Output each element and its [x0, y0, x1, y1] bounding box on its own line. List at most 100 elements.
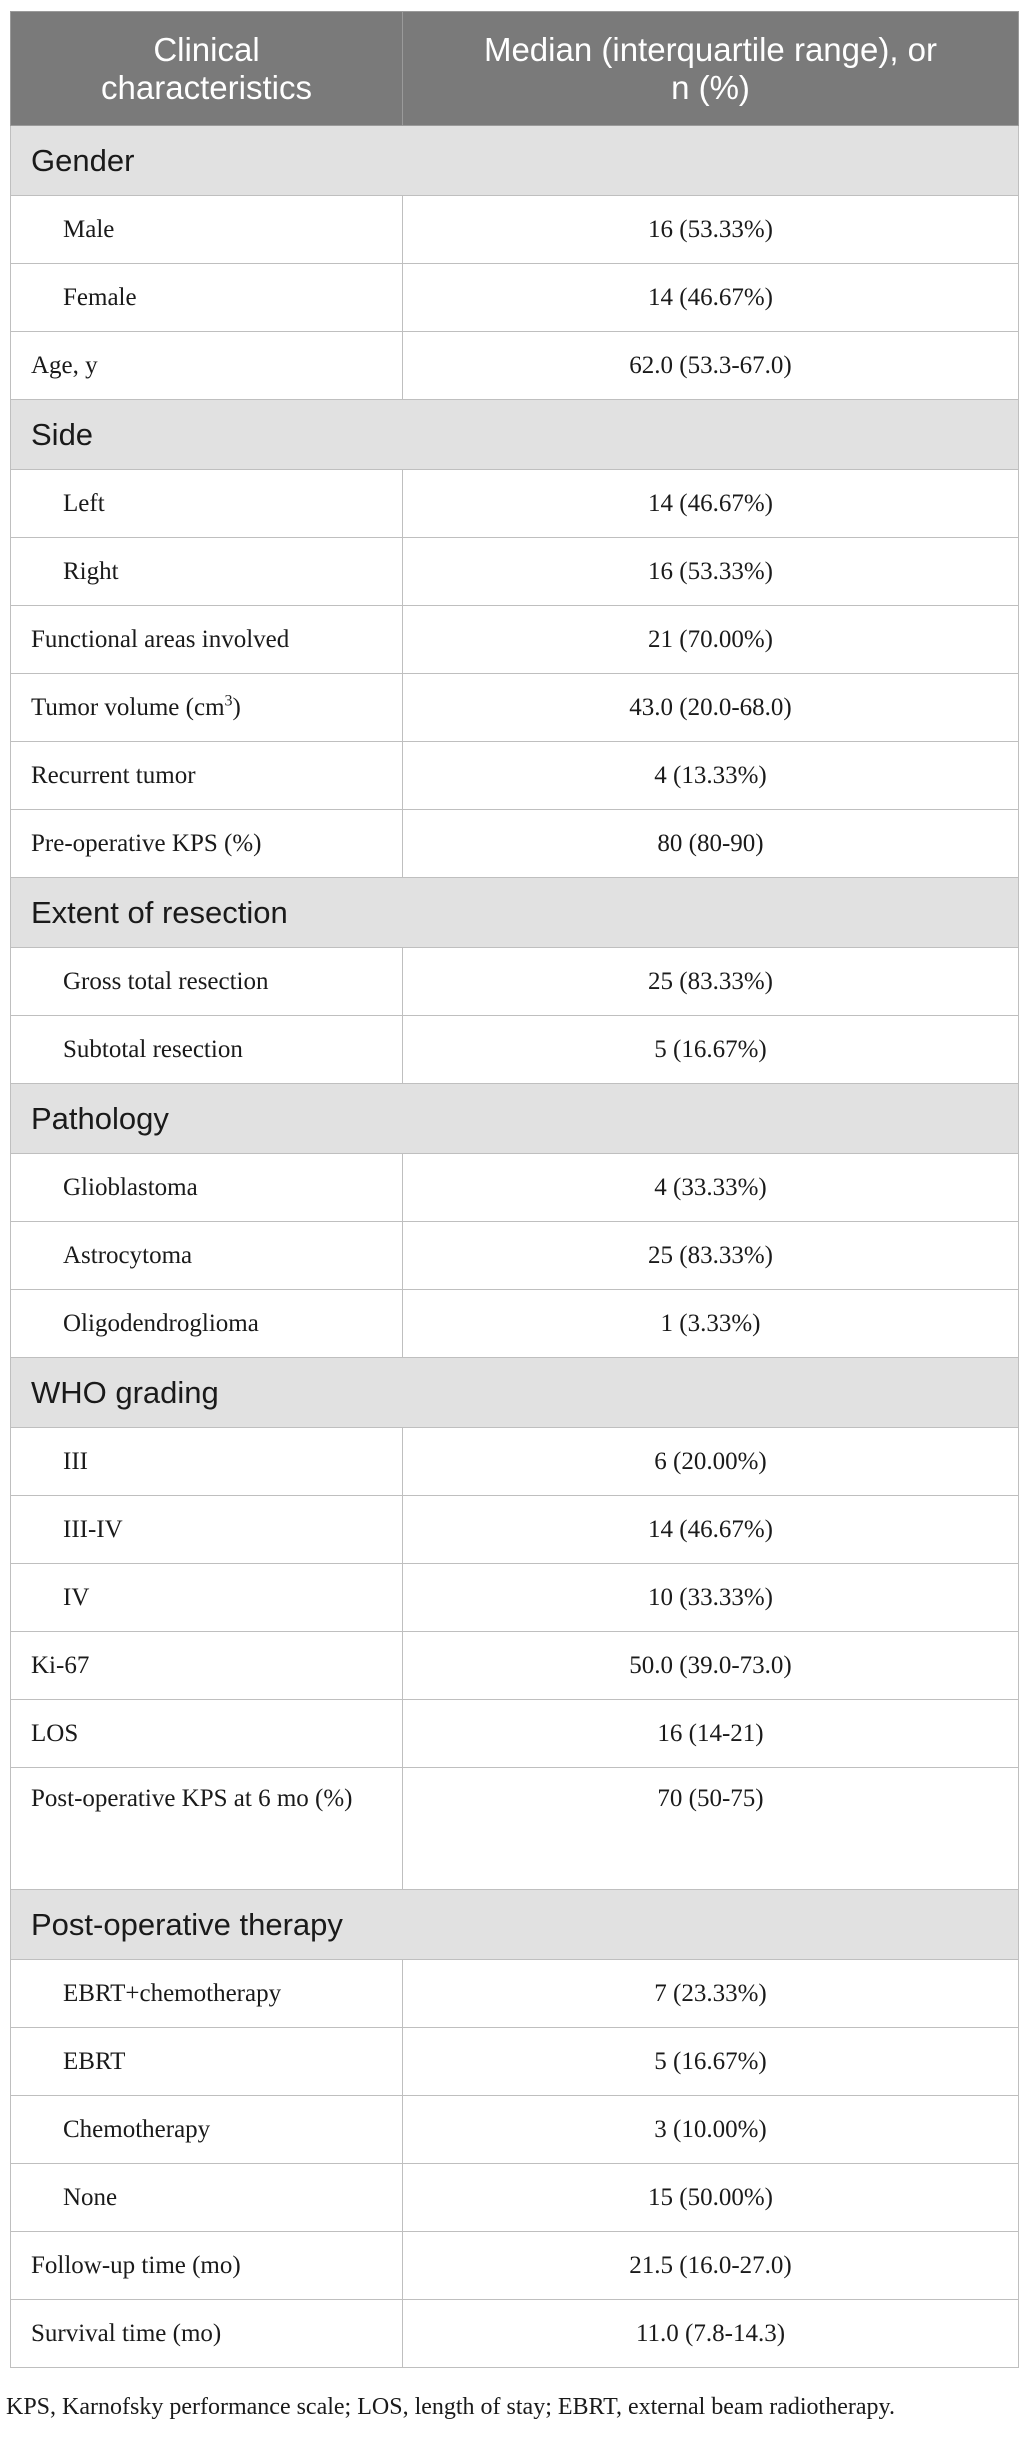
table-row: Astrocytoma 25 (83.33%): [10, 1221, 1019, 1290]
row-label-superscript: 3: [224, 692, 233, 710]
table-row: Functional areas involved 21 (70.00%): [10, 605, 1019, 674]
row-label: Survival time (mo): [10, 2299, 403, 2368]
row-value: 15 (50.00%): [402, 2163, 1019, 2232]
row-label: Post-operative KPS at 6 mo (%): [10, 1767, 403, 1890]
row-label-suffix: ): [232, 693, 241, 721]
table-row: Gross total resection 25 (83.33%): [10, 947, 1019, 1016]
section-row: Pathology: [10, 1083, 1019, 1154]
table-row: Chemotherapy 3 (10.00%): [10, 2095, 1019, 2164]
row-value: 3 (10.00%): [402, 2095, 1019, 2164]
table-row: Female 14 (46.67%): [10, 263, 1019, 332]
section-row: Post-operative therapy: [10, 1889, 1019, 1960]
row-label: Follow-up time (mo): [10, 2231, 403, 2300]
table-row: EBRT+chemotherapy 7 (23.33%): [10, 1959, 1019, 2028]
row-value: 14 (46.67%): [402, 469, 1019, 538]
table-row: LOS 16 (14-21): [10, 1699, 1019, 1768]
header-median-iqr: Median (interquartile range), or n (%): [402, 11, 1019, 126]
table-row: Oligodendroglioma 1 (3.33%): [10, 1289, 1019, 1358]
row-value: 16 (53.33%): [402, 537, 1019, 606]
row-value: 11.0 (7.8-14.3): [402, 2299, 1019, 2368]
row-label: IV: [10, 1563, 403, 1632]
row-label: III-IV: [10, 1495, 403, 1564]
row-label: Male: [10, 195, 403, 264]
row-label: Female: [10, 263, 403, 332]
table-row: Left 14 (46.67%): [10, 469, 1019, 538]
header-col1-line2: characteristics: [101, 68, 312, 106]
section-row: Gender: [10, 125, 1019, 196]
row-value: 25 (83.33%): [402, 947, 1019, 1016]
table-row: Survival time (mo) 11.0 (7.8-14.3): [10, 2299, 1019, 2368]
row-label: Ki-67: [10, 1631, 403, 1700]
table-row: Pre-operative KPS (%) 80 (80-90): [10, 809, 1019, 878]
row-value: 16 (53.33%): [402, 195, 1019, 264]
row-label: Pre-operative KPS (%): [10, 809, 403, 878]
row-value: 21.5 (16.0-27.0): [402, 2231, 1019, 2300]
table-header: Clinical characteristics Median (interqu…: [10, 11, 1019, 126]
header-row: Clinical characteristics Median (interqu…: [10, 11, 1019, 126]
clinical-characteristics-table-container: Clinical characteristics Median (interqu…: [10, 11, 1019, 2368]
table-row: Right 16 (53.33%): [10, 537, 1019, 606]
table-row: Age, y 62.0 (53.3-67.0): [10, 331, 1019, 400]
row-value: 4 (33.33%): [402, 1153, 1019, 1222]
row-label: None: [10, 2163, 403, 2232]
header-col2-line1: Median (interquartile range), or: [483, 30, 938, 68]
section-heading: Extent of resection: [10, 877, 1019, 948]
header-col1-line1: Clinical: [153, 30, 260, 68]
header-col2-line2: n (%): [671, 68, 750, 106]
row-value: 6 (20.00%): [402, 1427, 1019, 1496]
row-value: 10 (33.33%): [402, 1563, 1019, 1632]
row-value: 16 (14-21): [402, 1699, 1019, 1768]
row-value: 5 (16.67%): [402, 2027, 1019, 2096]
table-row: III 6 (20.00%): [10, 1427, 1019, 1496]
row-value: 21 (70.00%): [402, 605, 1019, 674]
row-label: Astrocytoma: [10, 1221, 403, 1290]
row-label: Gross total resection: [10, 947, 403, 1016]
row-label: EBRT+chemotherapy: [10, 1959, 403, 2028]
table-row: III-IV 14 (46.67%): [10, 1495, 1019, 1564]
row-label: LOS: [10, 1699, 403, 1768]
table-row: Tumor volume (cm3) 43.0 (20.0-68.0): [10, 673, 1019, 742]
section-heading: Post-operative therapy: [10, 1889, 1019, 1960]
row-value: 14 (46.67%): [402, 1495, 1019, 1564]
row-label: Functional areas involved: [10, 605, 403, 674]
table-row: Male 16 (53.33%): [10, 195, 1019, 264]
section-heading: Pathology: [10, 1083, 1019, 1154]
table-row: Recurrent tumor 4 (13.33%): [10, 741, 1019, 810]
section-heading: Gender: [10, 125, 1019, 196]
section-heading: Side: [10, 399, 1019, 470]
section-row: Side: [10, 399, 1019, 470]
table-footnote: KPS, Karnofsky performance scale; LOS, l…: [6, 2394, 895, 2420]
row-label: Age, y: [10, 331, 403, 400]
table-row: Post-operative KPS at 6 mo (%) 70 (50-75): [10, 1767, 1019, 1890]
table-row: EBRT 5 (16.67%): [10, 2027, 1019, 2096]
table-row: Follow-up time (mo) 21.5 (16.0-27.0): [10, 2231, 1019, 2300]
table-body: Gender Male 16 (53.33%) Female 14 (46.67%) Ag…: [10, 125, 1019, 2368]
row-label: Recurrent tumor: [10, 741, 403, 810]
row-label-text: Tumor volume (cm: [31, 693, 225, 721]
row-value: 50.0 (39.0-73.0): [402, 1631, 1019, 1700]
row-value: 7 (23.33%): [402, 1959, 1019, 2028]
row-value: 14 (46.67%): [402, 263, 1019, 332]
table-row: Subtotal resection 5 (16.67%): [10, 1015, 1019, 1084]
row-value: 25 (83.33%): [402, 1221, 1019, 1290]
row-value: 43.0 (20.0-68.0): [402, 673, 1019, 742]
table-row: Glioblastoma 4 (33.33%): [10, 1153, 1019, 1222]
row-label: Right: [10, 537, 403, 606]
section-row: Extent of resection: [10, 877, 1019, 948]
table-row: None 15 (50.00%): [10, 2163, 1019, 2232]
row-value: 70 (50-75): [402, 1767, 1019, 1890]
row-label: Left: [10, 469, 403, 538]
row-label: Chemotherapy: [10, 2095, 403, 2164]
section-row: WHO grading: [10, 1357, 1019, 1428]
table-row: Ki-67 50.0 (39.0-73.0): [10, 1631, 1019, 1700]
section-heading: WHO grading: [10, 1357, 1019, 1428]
header-clinical-characteristics: Clinical characteristics: [10, 11, 403, 126]
row-value: 5 (16.67%): [402, 1015, 1019, 1084]
clinical-characteristics-table: Clinical characteristics Median (interqu…: [10, 11, 1019, 2368]
row-label: Oligodendroglioma: [10, 1289, 403, 1358]
row-value: 62.0 (53.3-67.0): [402, 331, 1019, 400]
row-value: 4 (13.33%): [402, 741, 1019, 810]
row-value: 1 (3.33%): [402, 1289, 1019, 1358]
row-label: EBRT: [10, 2027, 403, 2096]
row-label: Glioblastoma: [10, 1153, 403, 1222]
